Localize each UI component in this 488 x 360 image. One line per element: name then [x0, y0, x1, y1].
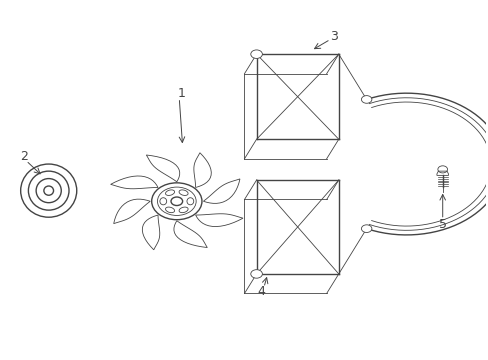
Polygon shape	[436, 171, 447, 175]
Text: 1: 1	[177, 87, 185, 100]
Circle shape	[250, 270, 262, 278]
Circle shape	[361, 225, 371, 233]
Polygon shape	[193, 153, 211, 188]
Polygon shape	[146, 155, 179, 182]
Text: 4: 4	[257, 285, 265, 298]
Text: 2: 2	[20, 150, 28, 163]
Polygon shape	[203, 179, 240, 203]
Circle shape	[151, 183, 202, 220]
Polygon shape	[195, 214, 243, 226]
Polygon shape	[142, 215, 160, 250]
Text: 5: 5	[438, 218, 446, 231]
Polygon shape	[114, 199, 150, 224]
Polygon shape	[174, 221, 207, 248]
Text: 3: 3	[329, 30, 337, 43]
Circle shape	[250, 50, 262, 58]
Polygon shape	[110, 176, 158, 189]
Circle shape	[361, 96, 371, 103]
